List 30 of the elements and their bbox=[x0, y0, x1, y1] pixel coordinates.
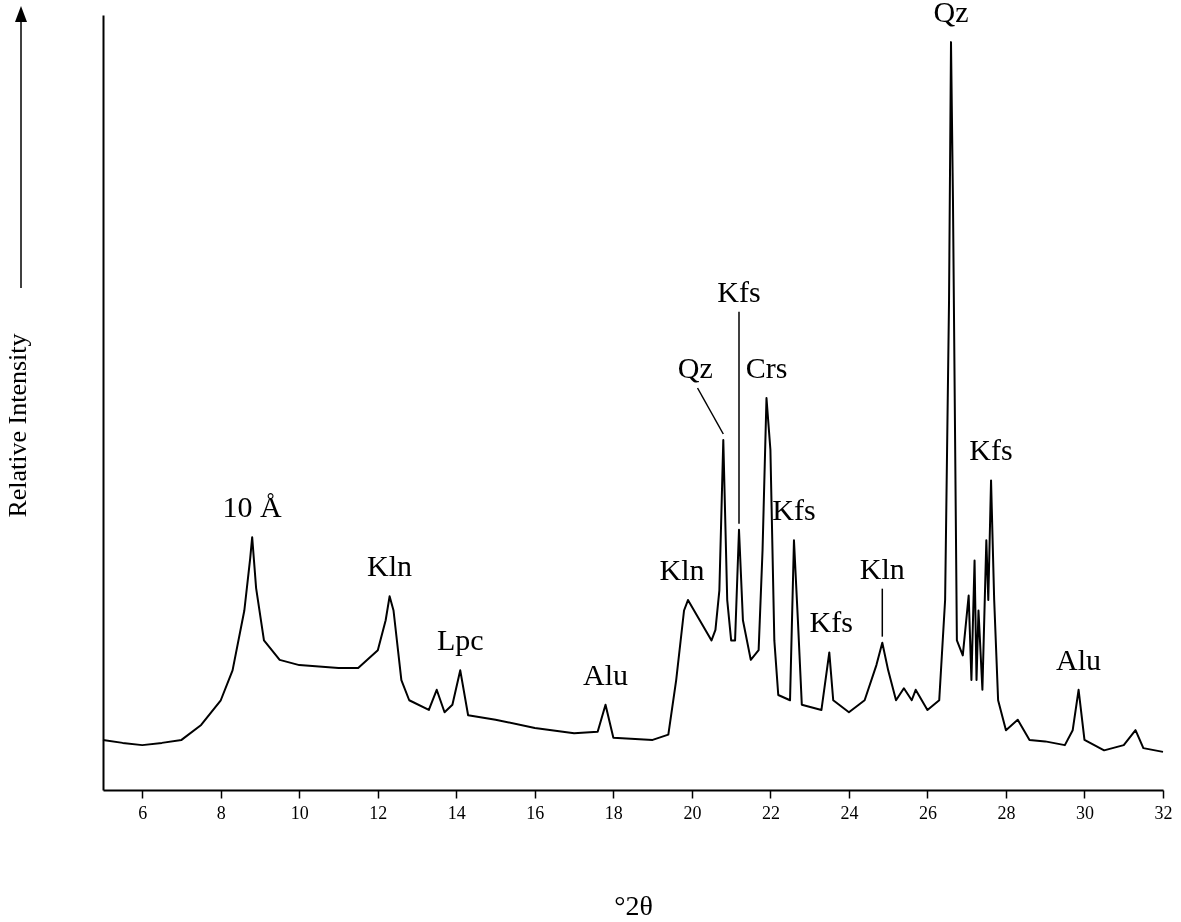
annotation: Qz bbox=[933, 0, 969, 29]
x-tick-label: 8 bbox=[216, 802, 226, 823]
annotation: Crs bbox=[745, 351, 788, 385]
x-tick-label: 30 bbox=[1075, 802, 1094, 823]
annotation: Kln bbox=[367, 549, 413, 583]
annotation: Kfs bbox=[772, 493, 816, 527]
annotation: Kln bbox=[659, 553, 705, 587]
annotation: Kfs bbox=[717, 274, 761, 308]
x-axis-title: °2θ bbox=[614, 889, 653, 921]
x-tick-label: 14 bbox=[447, 802, 466, 823]
annotation: Qz bbox=[677, 350, 713, 384]
annotation: Kfs bbox=[809, 605, 853, 639]
x-tick-label: 20 bbox=[683, 802, 702, 823]
x-tick-label: 32 bbox=[1154, 802, 1173, 823]
x-tick-label: 12 bbox=[369, 802, 388, 823]
annotation: Alu bbox=[1056, 642, 1102, 676]
annotation: Lpc bbox=[436, 623, 484, 657]
annotation: 10 Å bbox=[222, 490, 283, 524]
x-tick-label: 6 bbox=[138, 802, 148, 823]
annotation: Alu bbox=[583, 657, 629, 691]
x-tick-label: 18 bbox=[604, 802, 623, 823]
x-tick-label: 16 bbox=[526, 802, 545, 823]
x-tick-label: 22 bbox=[761, 802, 780, 823]
x-tick-label: 24 bbox=[840, 802, 859, 823]
x-tick-label: 28 bbox=[997, 802, 1016, 823]
x-tick-label: 10 bbox=[290, 802, 309, 823]
y-axis-title: Relative Intensity bbox=[2, 333, 32, 518]
annotation: Kfs bbox=[969, 433, 1013, 467]
x-tick-label: 26 bbox=[918, 802, 937, 823]
annotation: Kln bbox=[859, 551, 905, 585]
